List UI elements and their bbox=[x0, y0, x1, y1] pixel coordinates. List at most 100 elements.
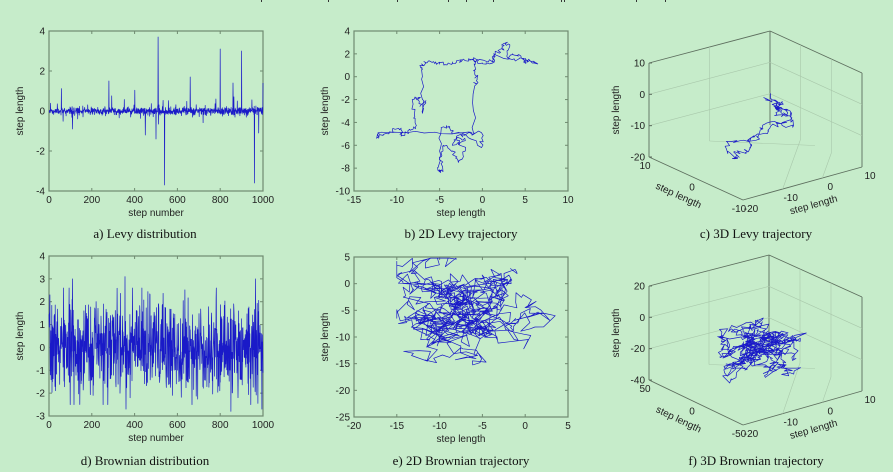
y-axis-label: step length bbox=[654, 404, 703, 435]
x-tick-label: 400 bbox=[126, 195, 143, 206]
y-tick-label: 3 bbox=[39, 274, 45, 285]
x-tick-label: -20 bbox=[744, 429, 759, 440]
y-tick-label: -1 bbox=[36, 366, 45, 377]
axes-frame bbox=[48, 255, 264, 417]
caption-a: a) Levy distribution bbox=[93, 226, 197, 241]
x-tick-label: 0 bbox=[522, 421, 528, 432]
x-tick-label: 800 bbox=[212, 420, 229, 431]
x-tick-label: 200 bbox=[83, 420, 100, 431]
levy-2d-trajectory bbox=[376, 41, 539, 173]
x-tick-label: 1000 bbox=[252, 195, 275, 206]
y-tick-label: -5 bbox=[341, 306, 350, 317]
x-tick-label: 5 bbox=[522, 195, 528, 206]
x-tick-label: -20 bbox=[744, 204, 759, 215]
y-tick-label: 0 bbox=[39, 107, 45, 118]
x-tick-label: 0 bbox=[480, 195, 486, 206]
y-tick-label: -15 bbox=[336, 359, 351, 370]
z-tick-label: 0 bbox=[639, 313, 645, 324]
box-edge bbox=[768, 254, 863, 298]
panel-a-levy-distribution: 0 200 400 600 800 1000 -4 -2 0 2 4 step number step … bbox=[15, 27, 275, 220]
y-axis-label: step length bbox=[15, 87, 26, 136]
y-tick-label: -3 bbox=[36, 412, 45, 423]
axes-frame bbox=[353, 256, 569, 418]
x-tick-label: -10 bbox=[783, 418, 798, 429]
z-tick-label: 0 bbox=[639, 90, 645, 101]
brownian-step-series bbox=[48, 276, 264, 412]
x-tick-label: 1000 bbox=[252, 420, 275, 431]
y-tick-label: 0 bbox=[344, 72, 350, 83]
grid-line bbox=[822, 376, 832, 403]
y-tick-label: 5 bbox=[344, 253, 350, 264]
y-tick-label: 4 bbox=[39, 252, 45, 263]
x-axis-line bbox=[742, 390, 863, 426]
x-tick-label: 0 bbox=[46, 420, 52, 431]
levy-3d-trajectory bbox=[724, 93, 794, 160]
x-tick-label: 600 bbox=[169, 195, 186, 206]
x-tick-label: -10 bbox=[783, 193, 798, 204]
y-tick-label: -50 bbox=[732, 429, 747, 440]
x-tick-label: -15 bbox=[347, 195, 362, 206]
y-tick-label: 0 bbox=[344, 279, 350, 290]
x-tick-label: 200 bbox=[83, 195, 100, 206]
x-tick-label: -5 bbox=[478, 421, 487, 432]
levy-step-series bbox=[48, 36, 264, 186]
grid-line bbox=[822, 152, 832, 179]
x-axis-label: step length bbox=[437, 208, 486, 219]
y-tick-label: -10 bbox=[336, 187, 351, 198]
x-tick-label: -20 bbox=[347, 421, 362, 432]
z-tick-label: -20 bbox=[631, 153, 646, 164]
brownian-3d-trajectory bbox=[717, 317, 807, 384]
x-tick-label: 0 bbox=[828, 406, 834, 417]
x-tick-label: 10 bbox=[864, 395, 876, 406]
x-axis-label: step number bbox=[128, 208, 184, 219]
x-tick-label: 400 bbox=[126, 420, 143, 431]
y-tick-label: -2 bbox=[36, 147, 45, 158]
box-edge bbox=[769, 30, 863, 74]
y-axis-label: step length bbox=[654, 181, 703, 211]
y-tick-label: 2 bbox=[39, 67, 45, 78]
caption-c: c) 3D Levy trajectory bbox=[700, 226, 813, 241]
panel-d-brownian-distribution: 0 200 400 600 800 1000 -3 -2 -1 0 1 2 3 4 step number s… bbox=[15, 252, 275, 445]
z-tick-label: -40 bbox=[631, 376, 646, 387]
y-tick-label: -2 bbox=[36, 389, 45, 400]
y-tick-label: -25 bbox=[336, 413, 351, 424]
caption-b: b) 2D Levy trajectory bbox=[405, 226, 518, 241]
x-tick-label: -10 bbox=[390, 195, 405, 206]
x-tick-label: 600 bbox=[169, 420, 186, 431]
y-tick-label: 4 bbox=[39, 27, 45, 38]
x-axis-label: step length bbox=[437, 434, 486, 445]
x-tick-label: 5 bbox=[565, 421, 571, 432]
y-tick-label: 4 bbox=[344, 27, 350, 38]
x-axis-line bbox=[742, 166, 863, 201]
y-tick-label: 0 bbox=[689, 183, 695, 194]
z-tick-label: -20 bbox=[631, 344, 646, 355]
x-tick-label: -10 bbox=[432, 421, 447, 432]
caption-e: e) 2D Brownian trajectory bbox=[393, 453, 530, 468]
z-tick-label: -10 bbox=[631, 121, 646, 132]
x-tick-label: -15 bbox=[390, 421, 405, 432]
grid-line bbox=[648, 93, 863, 136]
axes-frame bbox=[353, 30, 569, 192]
x-tick-label: 10 bbox=[562, 195, 574, 206]
y-tick-label: 0 bbox=[689, 407, 695, 418]
clipped-header-text bbox=[261, 0, 666, 2]
y-tick-label: -6 bbox=[341, 141, 350, 152]
y-tick-label: 1 bbox=[39, 320, 45, 331]
panel-f-3d-brownian-trajectory: -40 -20 0 20 step length -50 0 50 -20 -10 0 10 step … bbox=[611, 254, 876, 442]
y-axis-label: step length bbox=[320, 87, 331, 136]
z-axis-label: step length bbox=[611, 86, 622, 135]
y-tick-label: -10 bbox=[336, 333, 351, 344]
y-tick-label: 2 bbox=[344, 49, 350, 60]
y-axis-label: step length bbox=[320, 313, 331, 362]
grid-line bbox=[782, 138, 801, 190]
grid-line bbox=[648, 62, 863, 105]
caption-d: d) Brownian distribution bbox=[81, 453, 210, 468]
x-tick-label: 10 bbox=[864, 171, 876, 182]
x-tick-label: 0 bbox=[828, 182, 834, 193]
y-axis-label: step length bbox=[15, 312, 26, 361]
y-tick-label: -10 bbox=[732, 204, 747, 215]
